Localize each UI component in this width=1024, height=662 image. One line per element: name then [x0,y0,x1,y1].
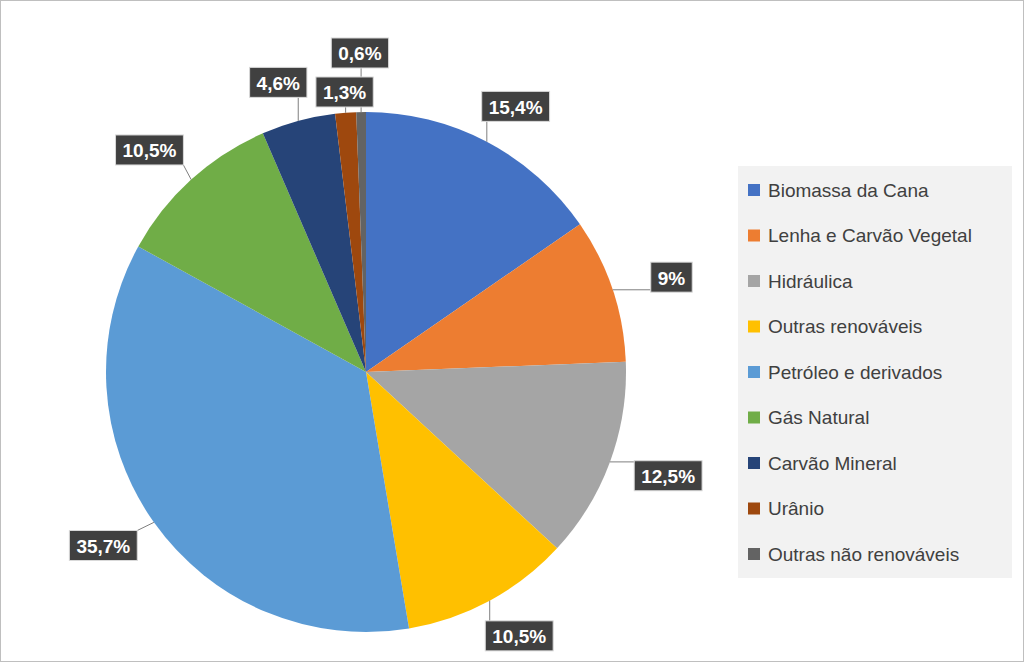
pie [106,112,626,632]
data-label-text: 0,6% [338,43,381,64]
legend-label: Lenha e Carvão Vegetal [768,225,972,246]
leader-line [137,522,154,530]
pie-slice [335,112,366,372]
data-label-box [250,67,307,97]
legend-label: Hidráulica [768,271,853,292]
legend-swatch [748,548,760,560]
legend-label: Outras não renováveis [768,544,959,565]
leader-line [345,107,346,113]
data-label: 12,5% [634,461,702,491]
leader-line [183,165,191,180]
data-label: 15,4% [482,91,550,121]
data-label-text: 10,5% [123,140,177,161]
legend-swatch [748,457,760,469]
data-label-text: 15,4% [489,97,543,118]
legend-label: Gás Natural [768,407,869,428]
data-label: 35,7% [69,531,137,561]
data-label: 1,3% [316,77,373,107]
legend-background [738,166,1012,578]
leader-line [486,121,487,141]
chart-svg: 15,4% 9% 12,5% 10,5% 35,7% 10,5% 4,6% 1,3% 0,6% B… [0,0,1024,662]
data-label-text: 1,3% [323,82,366,103]
leader-line [489,601,490,621]
data-label-box [482,91,550,121]
legend-item: Hidráulica [748,271,853,292]
legend-item: Biomassa da Cana [748,180,929,201]
legend-item: Outras renováveis [748,316,922,337]
data-label-box [316,77,373,107]
legend-swatch [748,321,760,333]
legend-label: Urânio [768,498,824,519]
leader-line [613,289,651,290]
legend-item: Gás Natural [748,407,869,428]
legend-swatch [748,275,760,287]
leader-lines [137,68,650,621]
data-label-box [69,531,137,561]
legend: Biomassa da Cana Lenha e Carvão Vegetal Hi… [738,166,1012,578]
legend-swatch [748,412,760,424]
data-label-box [634,461,702,491]
data-label-box [116,135,184,165]
leader-line [610,461,634,462]
data-label-text: 9% [658,268,686,289]
data-label-text: 4,6% [257,73,300,94]
legend-item: Urânio [748,498,824,519]
pie-slice [356,112,366,372]
chart-container: 15,4% 9% 12,5% 10,5% 35,7% 10,5% 4,6% 1,3% 0,6% B… [0,0,1024,662]
legend-label: Biomassa da Cana [768,180,929,201]
legend-item: Petróleo e derivados [748,362,942,383]
data-label: 9% [651,262,692,292]
pie-slice [366,224,626,372]
data-label-text: 12,5% [641,466,695,487]
legend-swatch [748,503,760,515]
legend-swatch [748,184,760,196]
legend-item: Outras não renováveis [748,544,959,565]
data-label-box [651,262,692,292]
leader-line [298,97,299,121]
legend-label: Petróleo e derivados [768,362,942,383]
data-labels: 15,4% 9% 12,5% 10,5% 35,7% 10,5% 4,6% 1,3% 0,6% [69,38,702,651]
legend-swatch [748,230,760,242]
legend-item: Carvão Mineral [748,453,897,474]
legend-swatch [748,366,760,378]
data-label: 10,5% [116,135,184,165]
chart-frame [1,1,1024,662]
legend-item: Lenha e Carvão Vegetal [748,225,972,246]
data-label: 4,6% [250,67,307,97]
data-label-text: 35,7% [76,536,130,557]
data-label-text: 10,5% [492,626,546,647]
legend-label: Outras renováveis [768,316,922,337]
data-label: 0,6% [331,38,388,68]
data-label: 10,5% [485,621,553,651]
data-label-box [485,621,553,651]
data-label-box [331,38,388,68]
legend-label: Carvão Mineral [768,453,897,474]
